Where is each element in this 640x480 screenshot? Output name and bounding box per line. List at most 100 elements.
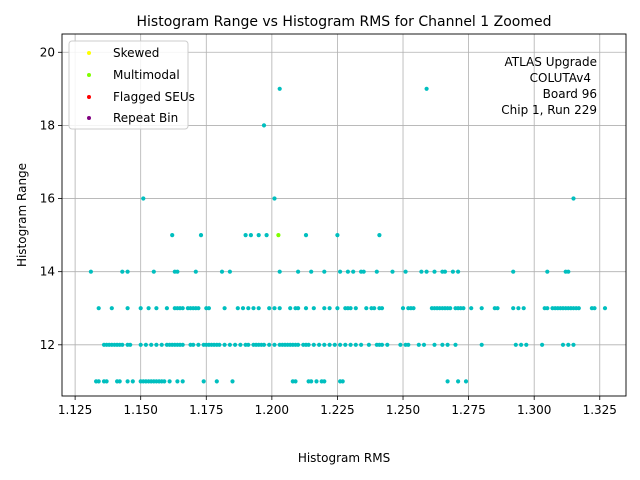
data-point xyxy=(469,306,474,311)
data-point xyxy=(322,342,327,347)
data-point xyxy=(456,269,461,274)
data-point xyxy=(170,233,175,238)
data-point xyxy=(96,306,101,311)
data-point xyxy=(322,379,327,384)
x-axis: 1.125 1.150 1.175 1.200 1.225 1.250 1.275 1.300… xyxy=(58,396,617,417)
data-point xyxy=(366,342,371,347)
data-point xyxy=(419,269,424,274)
data-point xyxy=(545,269,550,274)
data-point xyxy=(227,342,232,347)
y-axis-label: Histogram Range xyxy=(15,163,29,267)
annotation-line-3: Board 96 xyxy=(543,87,597,101)
data-point xyxy=(519,342,524,347)
data-point xyxy=(403,269,408,274)
data-point xyxy=(332,342,337,347)
data-point xyxy=(511,306,516,311)
data-point xyxy=(379,342,385,347)
data-point xyxy=(327,306,332,311)
data-point xyxy=(96,379,101,384)
data-point xyxy=(560,342,566,347)
data-point xyxy=(227,269,232,274)
data-point xyxy=(432,269,437,274)
data-point xyxy=(296,269,301,274)
data-point xyxy=(374,269,379,274)
legend-entry-multimodal: Multimodal xyxy=(87,68,180,82)
data-point xyxy=(238,342,243,347)
data-point xyxy=(348,306,353,311)
data-point xyxy=(361,269,366,274)
data-point xyxy=(191,342,196,347)
data-point xyxy=(154,342,159,347)
data-point xyxy=(353,342,358,347)
data-point xyxy=(456,379,461,384)
data-point xyxy=(193,269,198,274)
data-point xyxy=(196,342,201,347)
data-point xyxy=(335,233,340,238)
x-tick-label: 1.225 xyxy=(320,403,354,417)
data-point xyxy=(104,379,109,384)
data-point xyxy=(256,233,261,238)
x-axis-label: Histogram RMS xyxy=(298,451,390,465)
data-point xyxy=(479,342,484,347)
data-point xyxy=(340,379,345,384)
data-point xyxy=(364,306,369,311)
legend-marker-multimodal xyxy=(87,73,91,77)
y-tick-label: 14 xyxy=(40,265,55,279)
data-point xyxy=(217,342,222,347)
legend-marker-repeat-bin xyxy=(87,116,91,120)
data-point xyxy=(222,306,227,311)
data-point xyxy=(154,306,159,311)
data-point xyxy=(385,342,390,347)
data-point xyxy=(335,306,340,311)
data-point xyxy=(128,342,133,347)
data-point xyxy=(180,379,185,384)
run-annotation: ATLAS Upgrade COLUTAv4 Board 96 Chip 1, … xyxy=(501,55,597,117)
data-point xyxy=(125,269,130,274)
data-point xyxy=(167,379,172,384)
data-point xyxy=(511,269,516,274)
legend: Skewed Multimodal Flagged SEUs Repeat Bi… xyxy=(68,40,195,130)
data-points xyxy=(88,86,608,384)
data-point xyxy=(513,342,518,347)
data-point xyxy=(143,342,148,347)
data-point xyxy=(448,306,453,311)
data-point xyxy=(424,269,429,274)
legend-entry-repeat-bin: Repeat Bin xyxy=(87,111,178,125)
data-point xyxy=(288,306,293,311)
data-point xyxy=(416,342,421,347)
x-tick-label: 1.125 xyxy=(58,403,92,417)
annotation-line-2: COLUTAv4 xyxy=(530,71,591,85)
data-point xyxy=(120,342,125,347)
data-point xyxy=(243,233,248,238)
data-point xyxy=(400,306,406,311)
data-point xyxy=(164,306,169,311)
data-point xyxy=(235,306,240,311)
data-point xyxy=(479,306,484,311)
data-point xyxy=(180,342,185,347)
data-point xyxy=(272,306,277,311)
data-point xyxy=(309,269,314,274)
legend-label-repeat-bin: Repeat Bin xyxy=(113,111,178,125)
data-point xyxy=(379,306,385,311)
data-point xyxy=(540,342,545,347)
data-point xyxy=(230,379,235,384)
data-point xyxy=(303,306,309,311)
data-point xyxy=(261,123,267,128)
data-point xyxy=(398,342,403,347)
data-point xyxy=(146,306,151,311)
data-point xyxy=(345,269,350,274)
x-tick-label: 1.175 xyxy=(189,403,223,417)
y-tick-label: 20 xyxy=(40,45,55,59)
data-point xyxy=(524,342,529,347)
data-point xyxy=(424,86,429,91)
data-point xyxy=(545,306,550,311)
data-point xyxy=(390,269,395,274)
data-point xyxy=(343,342,348,347)
data-point xyxy=(117,379,122,384)
data-point xyxy=(256,306,261,311)
legend-label-flagged-seus: Flagged SEUs xyxy=(113,90,195,104)
data-point xyxy=(219,269,225,274)
x-tick-label: 1.250 xyxy=(386,403,420,417)
data-point xyxy=(141,196,146,201)
